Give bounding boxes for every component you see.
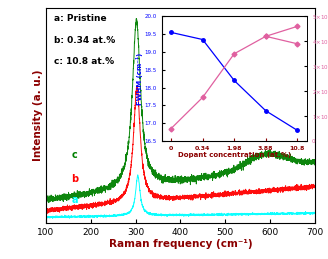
Text: a: a	[72, 195, 78, 205]
Text: c: c	[72, 150, 77, 160]
Y-axis label: Intensity (a. u.): Intensity (a. u.)	[33, 69, 43, 161]
Text: b: 0.34 at.%: b: 0.34 at.%	[54, 36, 115, 45]
Text: c: 10.8 at.%: c: 10.8 at.%	[54, 57, 114, 66]
Y-axis label: FWHM (cm⁻¹): FWHM (cm⁻¹)	[136, 53, 143, 105]
Text: b: b	[72, 174, 79, 184]
Text: a: Pristine: a: Pristine	[54, 14, 107, 23]
X-axis label: Raman frequency (cm⁻¹): Raman frequency (cm⁻¹)	[109, 239, 252, 249]
X-axis label: Dopant concentration (at.%): Dopant concentration (at.%)	[178, 152, 291, 158]
